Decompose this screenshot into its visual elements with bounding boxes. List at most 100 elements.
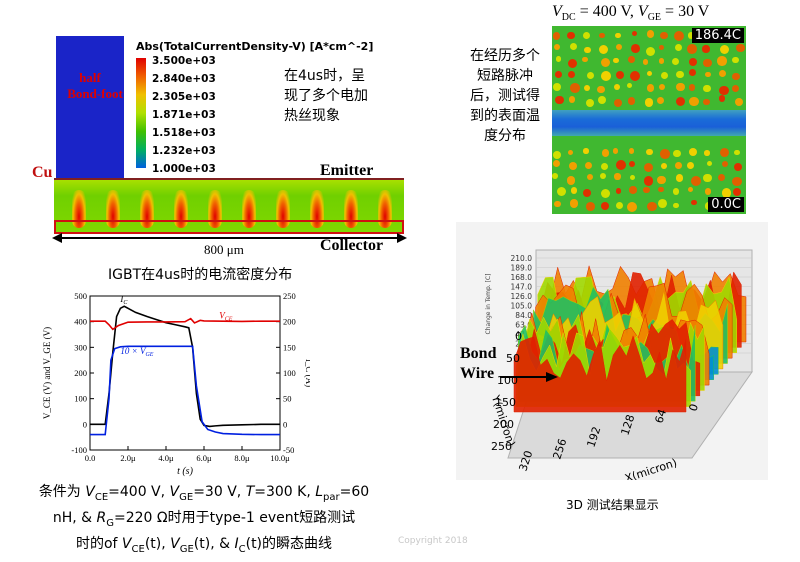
thermal-spot [583, 148, 589, 154]
z-tick-label: 105.0 [511, 302, 533, 311]
thermal-spot [675, 162, 682, 170]
thermal-spot [568, 161, 578, 171]
thermal-spot [646, 30, 654, 38]
thermal-spot [660, 149, 670, 159]
thermal-spot [614, 32, 621, 39]
thermal-spot [660, 71, 668, 79]
thermal-note-line: 短路脉冲 [477, 68, 533, 84]
y-right-axis-label: I_C (A) [304, 359, 310, 387]
thermal-spot [658, 83, 666, 90]
thermal-spot [721, 188, 731, 198]
thermal-spot [613, 98, 622, 107]
hotspot [378, 190, 392, 228]
thermal-spot [703, 98, 710, 106]
y-tick-label: 0 [515, 330, 522, 343]
hotspot [242, 190, 256, 228]
y-left-tick-label: 500 [74, 291, 87, 301]
emitter-label: Emitter [320, 162, 374, 179]
thermal-spot [570, 186, 578, 194]
y-right-tick-label: 0 [283, 419, 287, 429]
thermal-spot [688, 57, 698, 67]
thermal-spot [601, 58, 611, 68]
plot3d-caption: 3D 测试结果显示 [566, 498, 659, 512]
thermal-spot [614, 173, 621, 180]
thermal-spot [554, 43, 561, 50]
thermal-spot [612, 148, 619, 154]
thermal-spot [615, 44, 622, 51]
current-density-map [54, 178, 404, 234]
thermal-spot [718, 174, 726, 182]
thermal-spot [734, 149, 740, 156]
cool-band [552, 110, 746, 136]
thermal-spot [567, 176, 576, 185]
thermal-spot [660, 163, 667, 169]
x-tick-label: 0.0 [85, 453, 96, 463]
thermal-spot [718, 69, 727, 78]
cu-label: Cu [32, 164, 53, 181]
thermal-spot [599, 173, 606, 180]
thermal-spot [629, 186, 637, 194]
thermal-spot [720, 147, 730, 157]
vce-series-label: VCE [219, 310, 233, 322]
ic-series-label: IC [119, 294, 128, 306]
z-tick-label: 168.0 [511, 273, 533, 282]
z-tick-label: 189.0 [511, 264, 533, 273]
thermal-spot [646, 201, 657, 212]
z-axis-label: Change in Temp. [C] [485, 274, 492, 335]
thermal-spot [646, 148, 653, 156]
x-tick-label: 0 [686, 402, 701, 413]
thermal-spot [568, 58, 578, 68]
y-left-axis-label: V_CE (V) and V_GE (V) [42, 327, 52, 419]
thermal-spot [553, 160, 561, 168]
x-tick-label: 192 [584, 425, 603, 449]
y-right-tick-label: 100 [283, 368, 296, 378]
thermal-spot [673, 149, 681, 158]
caption-line-1: 条件为 VCE=400 V, VGE=30 V, T=300 K, Lpar=6… [38, 484, 370, 503]
thermal-spot [644, 98, 654, 107]
thermal-spot [719, 44, 730, 55]
thermal-spot [703, 84, 711, 93]
sim-note-line: 在4us时，呈 [284, 68, 366, 84]
thermal-spot [672, 57, 680, 65]
y-left-tick-label: 400 [74, 317, 87, 327]
legend-value-3: 1.871e+03 [152, 109, 216, 121]
y-right-tick-label: 250 [283, 291, 296, 301]
width-label: 800 μm [204, 242, 244, 257]
thermal-spot [628, 56, 635, 64]
sim-note: 在4us时，呈 现了多个电加 热丝现象 [284, 66, 414, 126]
thermal-spot [733, 162, 743, 172]
thermal-spot [717, 56, 727, 66]
thermal-spot [583, 189, 592, 198]
thermal-spot [732, 188, 741, 197]
thermal-spot [555, 56, 562, 62]
z-tick-label: 147.0 [511, 283, 533, 292]
thermal-spot [704, 150, 710, 156]
thermal-spot [673, 202, 679, 209]
x-tick-label: 128 [618, 413, 637, 437]
thermal-spot [552, 31, 561, 40]
thermal-spot [705, 71, 712, 78]
hotspot [72, 190, 86, 228]
x-tick-label: 8.0μ [234, 453, 250, 463]
y-tick-label: 50 [506, 352, 520, 365]
thermal-spot [736, 43, 746, 53]
x-tick-label: 4.0μ [158, 453, 174, 463]
max-temp-label: 186.4C [691, 28, 744, 43]
thermal-spot [732, 85, 740, 93]
y-left-tick-label: 200 [74, 368, 87, 378]
thermal-spot [554, 70, 562, 78]
thermal-spot [613, 57, 619, 64]
caption-line-2: nH, & RG=220 Ω时用于type-1 event短路测试 [52, 509, 356, 529]
thermal-spot [718, 95, 726, 102]
y-right-tick-label: -50 [283, 445, 294, 455]
caption-line-3: 时的of VCE(t), VGE(t), & IC(t)的瞬态曲线 [75, 535, 333, 555]
y-tick-label: 150 [495, 396, 516, 409]
thermal-note-line: 到的表面温 [470, 108, 540, 124]
thermal-spot [583, 32, 591, 40]
thermal-spot [601, 70, 612, 81]
thermal-spot [568, 149, 574, 155]
thermal-title: VDC = 400 V, VGE = 30 V [552, 3, 710, 24]
thermal-spot [706, 160, 712, 166]
thermal-spot [628, 148, 635, 154]
thermal-spot [676, 82, 685, 92]
